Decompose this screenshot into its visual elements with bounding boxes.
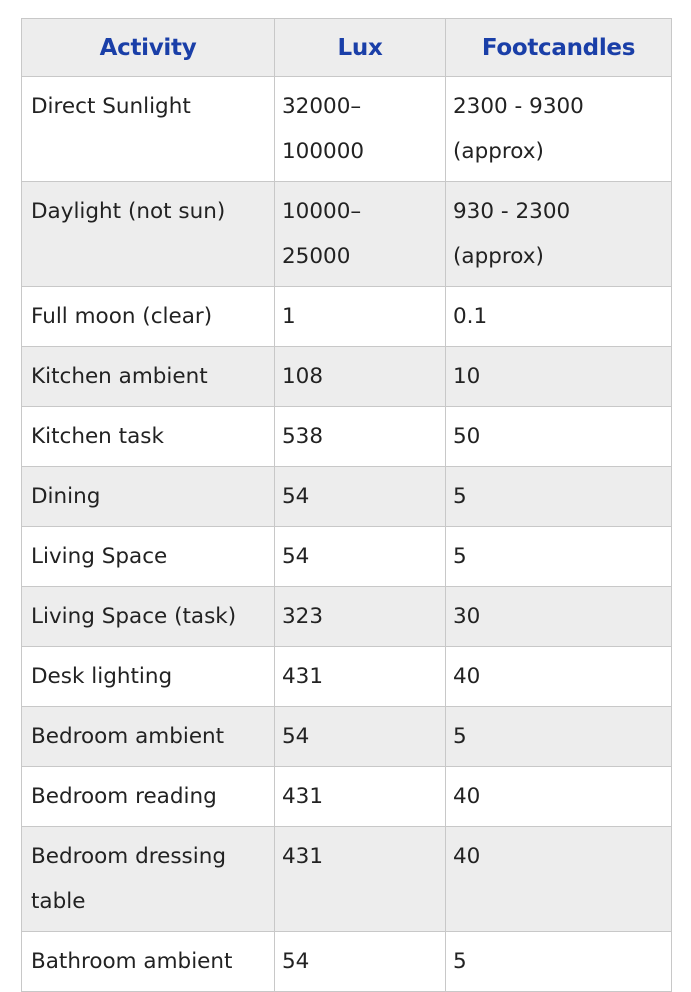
header-activity: Activity	[21, 18, 275, 77]
table-row: Direct Sunlight 32000– 100000 2300 - 9300 (a…	[21, 76, 672, 182]
cell-footcandles: 10	[445, 346, 672, 407]
cell-lux-line: 10000–	[282, 199, 362, 224]
table-row: Full moon (clear) 1 0.1	[21, 286, 672, 347]
cell-activity: Living Space (task)	[21, 586, 275, 647]
table-row: Kitchen task 538 50	[21, 406, 672, 467]
cell-activity: Daylight (not sun)	[21, 181, 275, 287]
header-footcandles: Footcandles	[445, 18, 672, 77]
table-row: Bedroom dressing table 431 40	[21, 826, 672, 932]
cell-lux: 54	[274, 466, 446, 527]
cell-activity: Desk lighting	[21, 646, 275, 707]
cell-lux: 431	[274, 766, 446, 827]
cell-activity-line: table	[31, 889, 86, 914]
cell-footcandles: 50	[445, 406, 672, 467]
cell-footcandles: 930 - 2300 (approx)	[445, 181, 672, 287]
cell-footcandles: 30	[445, 586, 672, 647]
cell-footcandles: 5	[445, 466, 672, 527]
cell-activity: Bedroom reading	[21, 766, 275, 827]
cell-lux: 10000– 25000	[274, 181, 446, 287]
lighting-levels-table-container: Activity Lux Footcandles Direct Sunlight…	[21, 18, 672, 992]
lighting-levels-table: Activity Lux Footcandles Direct Sunlight…	[21, 18, 672, 992]
header-row: Activity Lux Footcandles	[21, 18, 672, 77]
cell-activity: Kitchen task	[21, 406, 275, 467]
cell-activity: Bedroom ambient	[21, 706, 275, 767]
cell-footcandles: 5	[445, 931, 672, 992]
cell-lux: 538	[274, 406, 446, 467]
cell-activity: Bedroom dressing table	[21, 826, 275, 932]
cell-activity: Bathroom ambient	[21, 931, 275, 992]
cell-lux: 431	[274, 826, 446, 932]
cell-footcandles: 5	[445, 706, 672, 767]
cell-footcandles: 0.1	[445, 286, 672, 347]
cell-activity: Dining	[21, 466, 275, 527]
table-row: Kitchen ambient 108 10	[21, 346, 672, 407]
cell-footcandles: 5	[445, 526, 672, 587]
table-header: Activity Lux Footcandles	[21, 18, 672, 77]
cell-activity: Full moon (clear)	[21, 286, 275, 347]
cell-activity-line: Bedroom dressing	[31, 844, 226, 869]
cell-lux-line: 25000	[282, 244, 351, 269]
cell-lux: 1	[274, 286, 446, 347]
cell-footcandles: 40	[445, 646, 672, 707]
cell-activity: Kitchen ambient	[21, 346, 275, 407]
cell-footcandles: 40	[445, 826, 672, 932]
table-row: Daylight (not sun) 10000– 25000 930 - 2300 (…	[21, 181, 672, 287]
cell-lux: 108	[274, 346, 446, 407]
cell-lux: 32000– 100000	[274, 76, 446, 182]
table-row: Dining 54 5	[21, 466, 672, 527]
cell-activity: Living Space	[21, 526, 275, 587]
table-row: Bedroom reading 431 40	[21, 766, 672, 827]
cell-footcandles-line: 2300 - 9300	[453, 94, 584, 119]
cell-footcandles-line: (approx)	[453, 139, 544, 164]
table-row: Bedroom ambient 54 5	[21, 706, 672, 767]
cell-lux: 431	[274, 646, 446, 707]
cell-lux: 54	[274, 706, 446, 767]
cell-lux-line: 32000–	[282, 94, 362, 119]
header-lux: Lux	[274, 18, 446, 77]
table-row: Living Space (task) 323 30	[21, 586, 672, 647]
table-body: Direct Sunlight 32000– 100000 2300 - 9300 (a…	[21, 76, 672, 992]
cell-lux: 54	[274, 526, 446, 587]
table-row: Living Space 54 5	[21, 526, 672, 587]
cell-lux-line: 100000	[282, 139, 365, 164]
cell-lux: 54	[274, 931, 446, 992]
cell-footcandles-line: 930 - 2300	[453, 199, 571, 224]
table-row: Desk lighting 431 40	[21, 646, 672, 707]
cell-activity: Direct Sunlight	[21, 76, 275, 182]
cell-footcandles-line: (approx)	[453, 244, 544, 269]
cell-lux: 323	[274, 586, 446, 647]
cell-footcandles: 40	[445, 766, 672, 827]
table-row: Bathroom ambient 54 5	[21, 931, 672, 992]
cell-footcandles: 2300 - 9300 (approx)	[445, 76, 672, 182]
